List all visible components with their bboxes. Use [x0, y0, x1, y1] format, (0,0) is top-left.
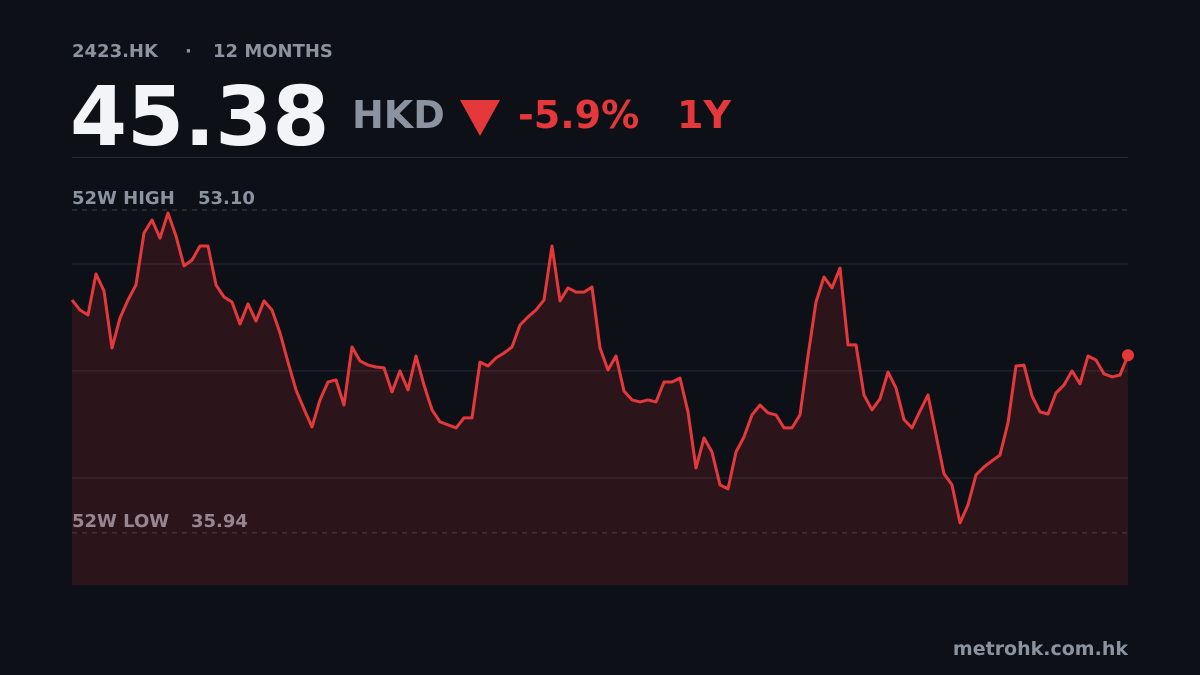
currency: HKD [352, 93, 445, 137]
low-value: 35.94 [191, 511, 248, 532]
low-label: 52W LOW [72, 511, 169, 532]
high-value: 53.10 [198, 188, 255, 209]
down-arrow [460, 100, 500, 136]
ticker: 2423.HK [72, 41, 159, 62]
plot: 52W HIGH 53.10 52W LOW 35.94 [70, 188, 1134, 585]
area [72, 213, 1128, 585]
high-label: 52W HIGH [72, 188, 175, 209]
price-line [70, 211, 1130, 525]
period: 12 MONTHS [213, 41, 333, 62]
separator: · [185, 41, 192, 62]
source: metrohk.com.hk [953, 638, 1128, 660]
change: -5.9% [518, 93, 639, 137]
range: 1Y [677, 93, 731, 137]
price: 45.38 [70, 70, 329, 165]
last-point [1122, 349, 1134, 362]
